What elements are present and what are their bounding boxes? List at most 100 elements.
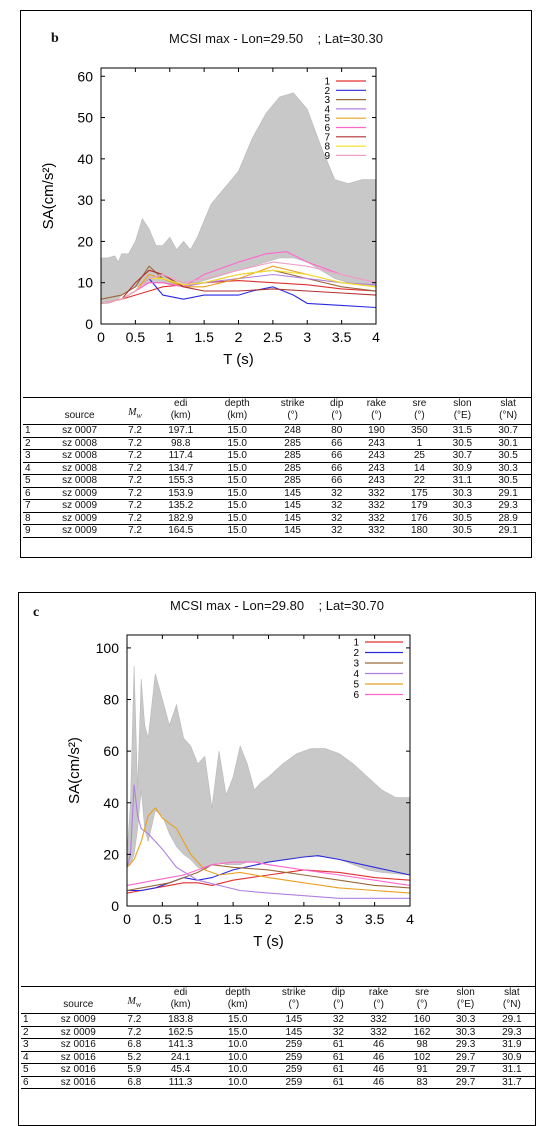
table-cell: 243: [353, 437, 400, 450]
table-cell: 10.0: [209, 1076, 267, 1089]
table-row: 1 sz 0009 7.2 183.8 15.0 145 32 332 160 30.3 29.1: [21, 1013, 535, 1027]
source-parameters-table: source Mw edi (km) depth (km) strike (°) dip (°) r…: [23, 397, 531, 538]
table-header-cell: slat (°N): [488, 986, 535, 1014]
table-header-cell: depth (km): [208, 397, 266, 425]
table-cell: 30.5: [439, 437, 486, 450]
table-cell: 243: [353, 449, 400, 463]
table-cell: 29.7: [442, 1063, 489, 1077]
table-cell: 29.7: [442, 1051, 489, 1064]
legend-label-9: 9: [324, 151, 330, 162]
legend-label-4: 4: [353, 669, 359, 680]
table-cell: 28.9: [485, 512, 531, 525]
series-line-2: [127, 855, 411, 892]
legend-label-6: 6: [324, 123, 330, 134]
table-header-cell: source: [39, 986, 117, 1014]
x-tick-label: 2.5: [294, 911, 314, 927]
x-tick-label: 2.5: [263, 329, 283, 345]
chart-title: MCSI max - Lon=29.50 ; Lat=30.30: [169, 31, 383, 46]
table-cell: 285: [265, 449, 320, 463]
table-cell: 30.5: [439, 524, 486, 538]
panel-letter: c: [33, 605, 40, 620]
table-cell: 7.2: [117, 512, 153, 525]
table-cell: 180: [399, 524, 440, 538]
table-cell: 61: [321, 1051, 356, 1064]
table-header-cell: slon (°E): [442, 986, 489, 1014]
table-cell: 141.3: [151, 1038, 210, 1052]
y-tick-label: 40: [103, 795, 119, 811]
x-tick-label: 3: [335, 911, 343, 927]
table-cell: sz 0016: [39, 1063, 117, 1077]
table-cell: 15.0: [208, 512, 266, 525]
table-cell: 7.2: [117, 449, 153, 463]
table-header-cell: sre (°): [401, 986, 443, 1014]
table-cell: 29.1: [485, 524, 531, 538]
table-cell: 30.5: [485, 474, 531, 488]
table-cell: 350: [399, 424, 440, 438]
table-cell: 15.0: [208, 487, 266, 500]
legend-label-3: 3: [353, 659, 359, 670]
panel-letter: b: [51, 31, 59, 46]
table-header-cell: [21, 986, 40, 1014]
y-tick-label: 20: [103, 846, 119, 862]
table-cell: 30.3: [439, 499, 486, 513]
y-tick-label: 60: [103, 743, 119, 759]
x-tick-label: 1: [166, 329, 174, 345]
table-cell: 4: [21, 1051, 40, 1064]
table-cell: 15.0: [208, 462, 266, 475]
x-axis-label: T (s): [223, 351, 254, 368]
table-cell: sz 0009: [39, 1026, 117, 1039]
chart-title: MCSI max - Lon=29.80 ; Lat=30.70: [170, 598, 384, 613]
legend-label-2: 2: [324, 86, 330, 97]
table-row: 9 sz 0009 7.2 164.5 15.0 145 32 332 180 30.5 29.1: [23, 524, 531, 538]
table-cell: 145: [265, 524, 320, 538]
table-cell: 98.8: [152, 437, 209, 450]
figure-panel-c: c MCSI max - Lon=29.80 ; Lat=30.70 0 0.5 1…: [18, 592, 536, 1126]
table-cell: 5.9: [116, 1063, 152, 1077]
table-cell: 45.4: [151, 1063, 210, 1077]
table-cell: 10.0: [209, 1038, 267, 1052]
y-tick-label: 0: [111, 898, 119, 914]
table-cell: sz 0008: [41, 462, 118, 475]
table-cell: sz 0009: [39, 1013, 117, 1027]
table-cell: 179: [399, 499, 440, 513]
table-cell: 32: [319, 487, 354, 500]
table-header-cell: slon (°E): [439, 397, 486, 425]
table-cell: 30.1: [485, 437, 531, 450]
table-cell: 30.3: [439, 487, 486, 500]
table-cell: 190: [353, 424, 400, 438]
table-cell: 111.3: [151, 1076, 210, 1089]
y-tick-label: 100: [96, 640, 120, 656]
x-tick-label: 2: [265, 911, 273, 927]
table-cell: sz 0016: [39, 1051, 117, 1064]
table-cell: 134.7: [152, 462, 209, 475]
table-header-cell: slat (°N): [485, 397, 531, 425]
table-cell: 183.8: [151, 1013, 210, 1027]
table-cell: 15.0: [208, 449, 266, 463]
table-cell: 7.2: [117, 487, 153, 500]
table-cell: sz 0008: [41, 474, 118, 488]
table-cell: 243: [353, 474, 400, 488]
table-cell: sz 0009: [41, 487, 118, 500]
table-cell: 30.3: [442, 1013, 489, 1027]
table-cell: sz 0009: [41, 512, 118, 525]
table-cell: sz 0009: [41, 524, 118, 538]
table-cell: 145: [265, 499, 320, 513]
table-cell: 46: [355, 1038, 402, 1052]
table-cell: 175: [399, 487, 440, 500]
table-cell: 15.0: [208, 424, 266, 438]
table-cell: 332: [353, 512, 400, 525]
table-cell: 46: [355, 1051, 402, 1064]
table-cell: 24.1: [151, 1051, 210, 1064]
source-parameters-table: source Mw edi (km) depth (km) strike (°) dip (°) r…: [21, 986, 535, 1089]
legend-label-1: 1: [353, 638, 359, 649]
series-line-9: [100, 261, 377, 304]
legend-label-5: 5: [353, 680, 359, 691]
y-axis-label: SA(cm/s²): [66, 737, 83, 804]
table-cell: 160: [401, 1013, 443, 1027]
table-cell: 6.8: [116, 1038, 152, 1052]
table-cell: 332: [355, 1013, 402, 1027]
table-cell: 7.2: [116, 1013, 152, 1027]
table-cell: 135.2: [152, 499, 209, 513]
table-row: 3 sz 0008 7.2 117.4 15.0 285 66 243 25 30.7 30.5: [23, 449, 531, 463]
